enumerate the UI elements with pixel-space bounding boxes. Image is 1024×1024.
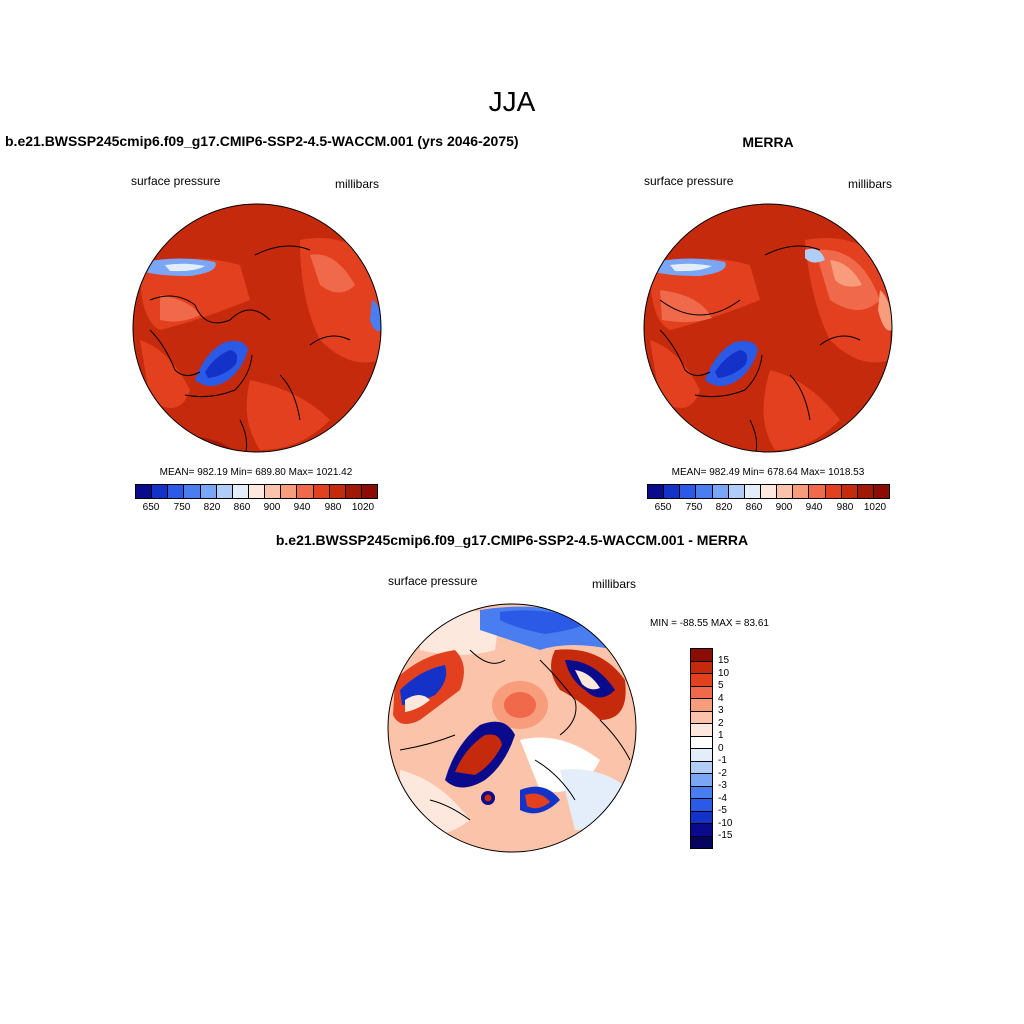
- panel2-tick-label: 820: [715, 502, 733, 513]
- panel3-title: b.e21.BWSSP245cmip6.f09_g17.CMIP6-SSP2-4…: [275, 532, 749, 548]
- panel3-colorbar: [690, 648, 713, 849]
- panel3-tick-label: -2: [718, 768, 727, 779]
- panel1-tick-label: 900: [263, 502, 281, 513]
- panel1-variable: surface pressure: [131, 174, 221, 188]
- panel3-tick-label: -1: [718, 755, 727, 766]
- panel1-units: millibars: [335, 177, 380, 191]
- panel2-tick-label: 650: [654, 502, 672, 513]
- figure-title: JJA: [488, 86, 536, 117]
- panel2-tick-label: 900: [775, 502, 793, 513]
- panel3-tick-label: 2: [718, 718, 724, 729]
- panel3-tick-label: -5: [718, 805, 727, 816]
- panel3-tick-label: 3: [718, 705, 724, 716]
- panel2-tick-label: 860: [745, 502, 763, 513]
- panel1-tick-label: 860: [233, 502, 251, 513]
- panel2-tick-label: 940: [805, 502, 823, 513]
- panel3-tick-label: 10: [718, 668, 730, 679]
- panel2-tick-label: 750: [685, 502, 703, 513]
- panel2-colorbar: [647, 484, 890, 499]
- panel3-stats: MIN = -88.55 MAX = 83.61: [650, 618, 769, 629]
- panel1-colorbar: [135, 484, 378, 499]
- panel1-tick-label: 940: [293, 502, 311, 513]
- panel3-tick-label: 4: [718, 693, 724, 704]
- panel2-variable: surface pressure: [644, 174, 734, 188]
- panel2-units: millibars: [848, 177, 893, 191]
- panel1-tick-label: 1020: [351, 502, 375, 513]
- panel3-tick-label: 1: [718, 730, 724, 741]
- panel1-tick-label: 650: [142, 502, 160, 513]
- panel2-tick-label: 1020: [863, 502, 887, 513]
- panel1-title: b.e21.BWSSP245cmip6.f09_g17.CMIP6-SSP2-4…: [5, 133, 519, 149]
- panel1-stats: MEAN= 982.19 Min= 689.80 Max= 1021.42: [159, 467, 353, 478]
- panel2-title: MERRA: [742, 134, 794, 150]
- panel3-variable: surface pressure: [388, 574, 478, 588]
- panel3-tick-label: -4: [718, 793, 727, 804]
- panel3-tick-label: 15: [718, 655, 730, 666]
- panel2-tick-label: 980: [836, 502, 854, 513]
- panel1-tick-label: 750: [173, 502, 191, 513]
- panel1-tick-label: 980: [324, 502, 342, 513]
- panel1-tick-label: 820: [203, 502, 221, 513]
- panel3-tick-label: -10: [718, 818, 733, 829]
- panel3-units: millibars: [592, 577, 637, 591]
- panel3-tick-label: -3: [718, 780, 727, 791]
- panel2-stats: MEAN= 982.49 Min= 678.64 Max= 1018.53: [671, 467, 865, 478]
- panel3-tick-label: 5: [718, 680, 724, 691]
- panel3-tick-label: 0: [718, 743, 724, 754]
- panel3-tick-label: -15: [718, 830, 733, 841]
